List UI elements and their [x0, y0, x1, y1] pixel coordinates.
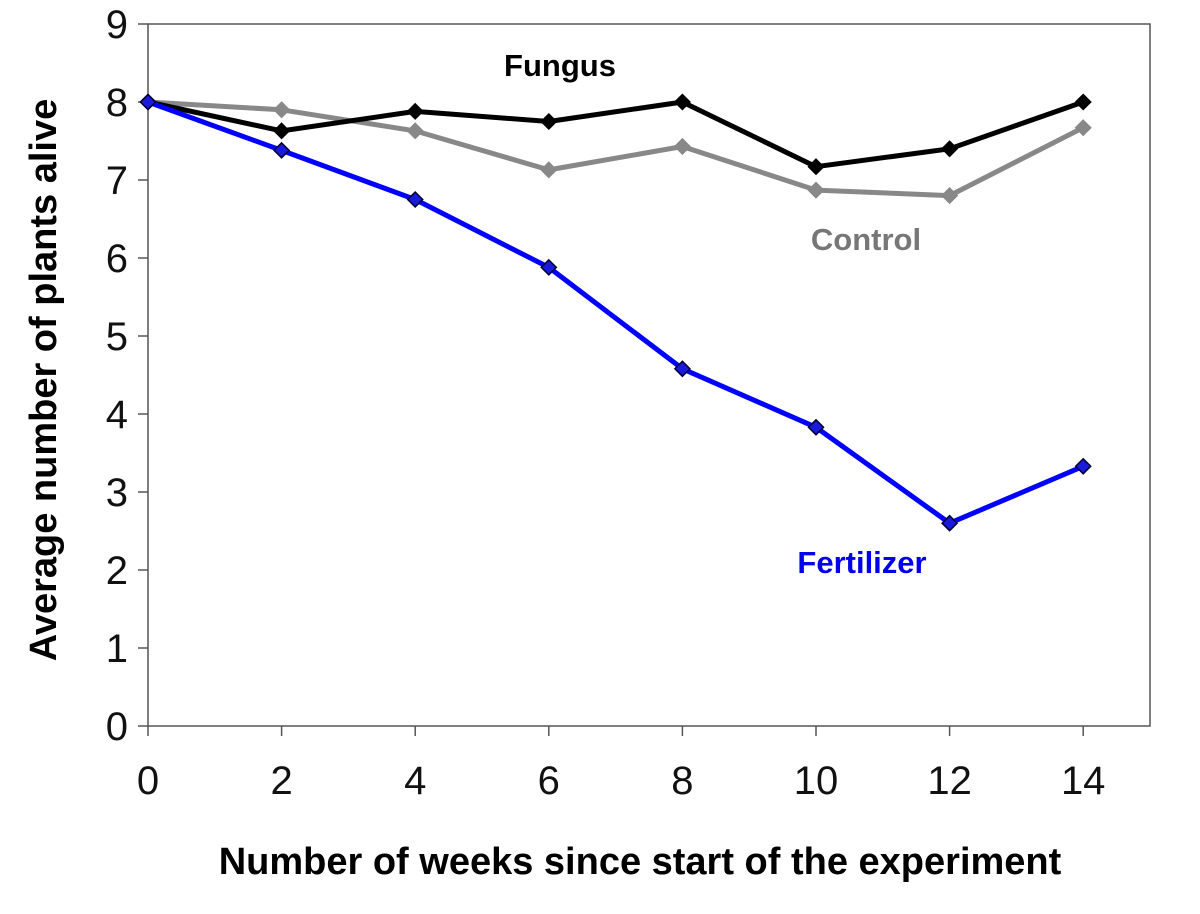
- x-tick-label: 2: [270, 759, 292, 803]
- y-tick-label: 9: [106, 3, 128, 47]
- data-point-fertilizer: [274, 143, 289, 158]
- data-point-control: [675, 139, 690, 154]
- data-point-control: [274, 102, 289, 117]
- x-tick-label: 12: [927, 759, 972, 803]
- x-tick-label: 4: [404, 759, 426, 803]
- y-axis-title: Average number of plants alive: [23, 99, 65, 661]
- y-tick-label: 0: [106, 705, 128, 749]
- x-axis-title: Number of weeks since start of the exper…: [219, 841, 1062, 883]
- data-point-control: [809, 183, 824, 198]
- data-point-fertilizer: [1076, 459, 1091, 474]
- series-layer: [141, 95, 1091, 531]
- x-tick-label: 14: [1061, 759, 1106, 803]
- data-point-fungus: [541, 114, 556, 129]
- series-label-fungus: Fungus: [504, 48, 616, 83]
- x-axis-ticks: 0 2 4 6 8 10 12 14: [137, 726, 1106, 803]
- y-tick-label: 6: [106, 237, 128, 281]
- y-tick-label: 1: [106, 627, 128, 671]
- series-label-fertilizer: Fertilizer: [797, 545, 926, 580]
- data-point-fungus: [942, 141, 957, 156]
- series-labels: Control Fungus Fertilizer: [504, 48, 927, 580]
- y-tick-label: 3: [106, 471, 128, 515]
- y-tick-label: 7: [106, 159, 128, 203]
- y-tick-label: 2: [106, 549, 128, 593]
- data-point-control: [408, 123, 423, 138]
- data-point-fertilizer: [141, 95, 156, 110]
- data-point-fungus: [274, 123, 289, 138]
- data-point-fungus: [1076, 95, 1091, 110]
- y-axis-ticks: 0 1 2 3 4 5 6 7 8 9: [106, 3, 148, 749]
- data-point-fungus: [408, 104, 423, 119]
- series-line-fertilizer: [148, 102, 1083, 523]
- x-tick-label: 10: [794, 759, 839, 803]
- data-point-control: [541, 162, 556, 177]
- x-tick-label: 6: [538, 759, 560, 803]
- y-tick-label: 8: [106, 81, 128, 125]
- series-label-control: Control: [811, 222, 921, 257]
- y-tick-label: 4: [106, 393, 128, 437]
- x-tick-label: 0: [137, 759, 159, 803]
- y-tick-label: 5: [106, 315, 128, 359]
- x-tick-label: 8: [671, 759, 693, 803]
